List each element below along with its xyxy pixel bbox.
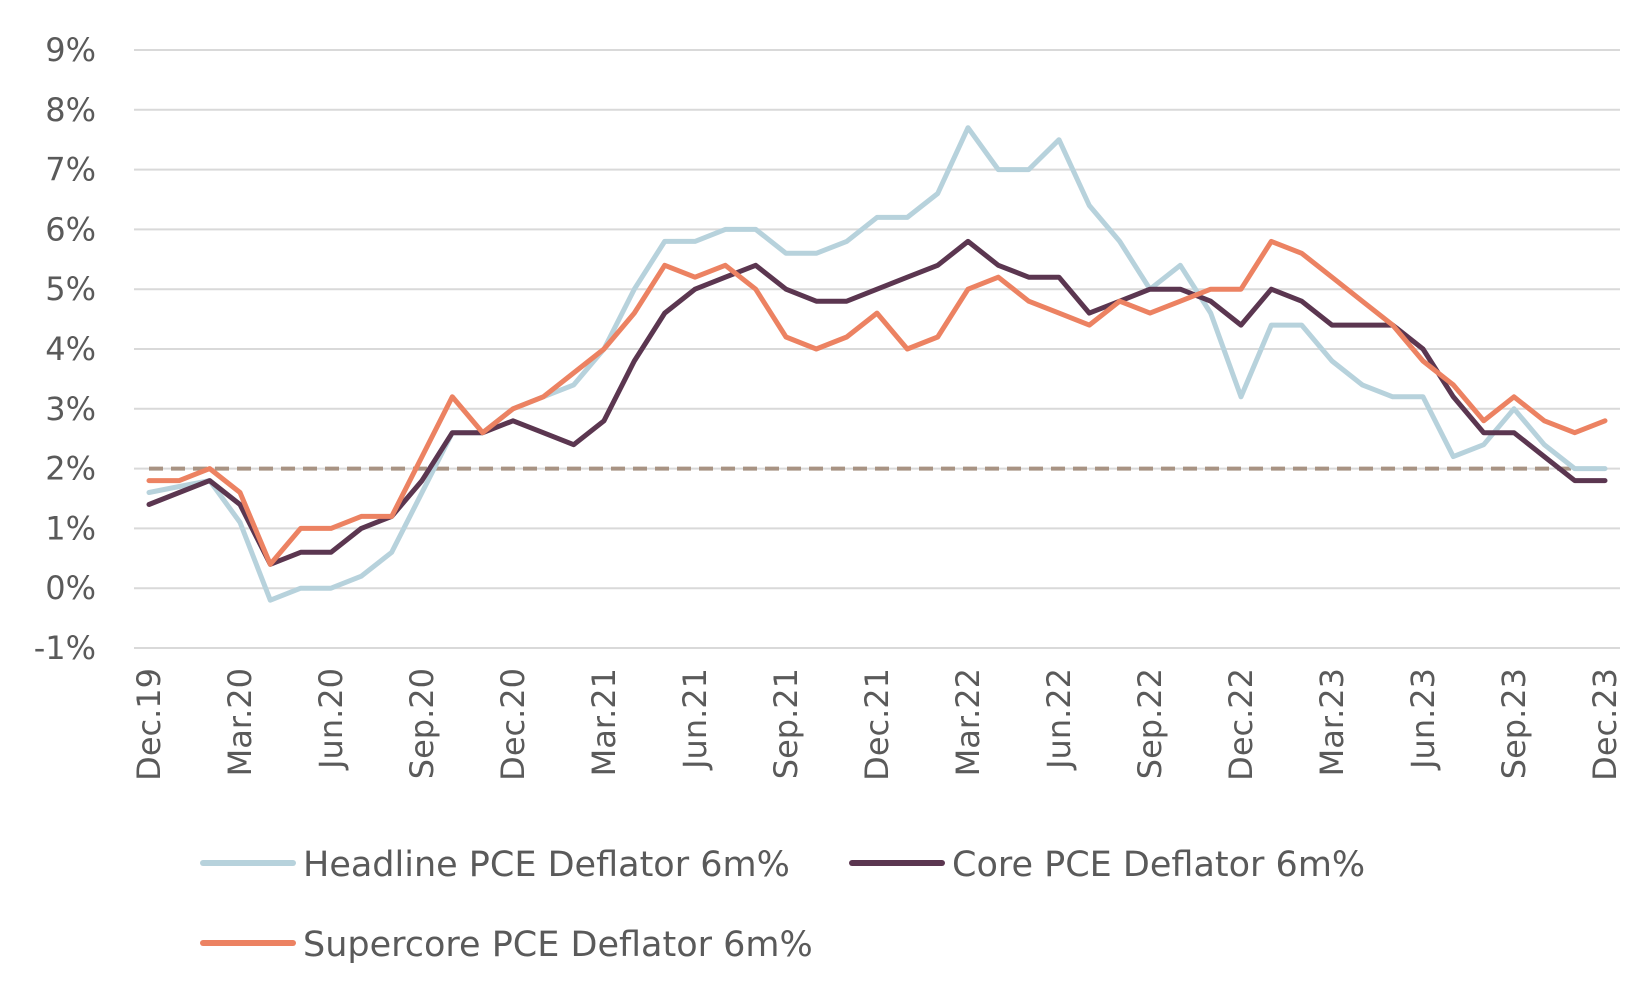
x-tick-label: Sep.20 xyxy=(403,668,441,779)
x-tick-label: Sep.21 xyxy=(767,668,805,779)
legend-item-supercore: Supercore PCE Deflator 6m% xyxy=(200,925,813,965)
x-tick-label: Dec.22 xyxy=(1222,668,1260,781)
y-tick-label: 8% xyxy=(45,91,96,129)
y-tick-label: 3% xyxy=(45,390,96,428)
legend-label: Core PCE Deflator 6m% xyxy=(952,845,1365,885)
x-tick-label: Dec.19 xyxy=(130,668,168,781)
y-tick-label: 2% xyxy=(45,450,96,488)
legend-item-headline: Headline PCE Deflator 6m% xyxy=(200,845,790,885)
legend-item-core: Core PCE Deflator 6m% xyxy=(849,845,1365,885)
y-tick-label: 5% xyxy=(45,270,96,308)
x-tick-label: Mar.23 xyxy=(1313,668,1351,776)
legend: Headline PCE Deflator 6m% Core PCE Deflat… xyxy=(200,845,1365,965)
x-tick-label: Jun.22 xyxy=(1040,668,1078,771)
grid-layer xyxy=(134,49,1620,649)
supercore-pce-line xyxy=(146,238,1608,567)
y-tick-label: 0% xyxy=(45,569,96,607)
y-tick-label: 9% xyxy=(45,31,96,69)
x-tick-label: Sep.22 xyxy=(1131,668,1169,779)
x-tick-label: Mar.22 xyxy=(949,668,987,776)
headline-pce-line xyxy=(146,125,1608,603)
x-tick-label: Jun.23 xyxy=(1404,668,1442,771)
legend-label: Supercore PCE Deflator 6m% xyxy=(303,925,813,965)
y-tick-label: -1% xyxy=(34,629,96,667)
y-tick-label: 7% xyxy=(45,151,96,189)
y-tick-label: 6% xyxy=(45,210,96,248)
legend-label: Headline PCE Deflator 6m% xyxy=(303,845,790,885)
x-tick-label: Jun.20 xyxy=(312,668,350,771)
y-tick-label: 1% xyxy=(45,509,96,547)
x-tick-label: Dec.20 xyxy=(494,668,532,781)
x-tick-label: Mar.20 xyxy=(221,668,259,776)
x-tick-label: Mar.21 xyxy=(585,668,623,776)
y-axis-ticks: 9% 8% 7% 6% 5% 4% 3% 2% 1% 0% -1% xyxy=(34,31,96,667)
y-tick-label: 4% xyxy=(45,330,96,368)
x-axis-ticks: Dec.19 Mar.20 Jun.20 Sep.20 Dec.20 Mar.21 Jun.… xyxy=(130,668,1624,781)
x-tick-label: Jun.21 xyxy=(676,668,714,771)
series-layer xyxy=(146,125,1608,603)
x-tick-label: Sep.23 xyxy=(1495,668,1533,779)
x-tick-label: Dec.21 xyxy=(858,668,896,781)
x-tick-label: Dec.23 xyxy=(1586,668,1624,781)
